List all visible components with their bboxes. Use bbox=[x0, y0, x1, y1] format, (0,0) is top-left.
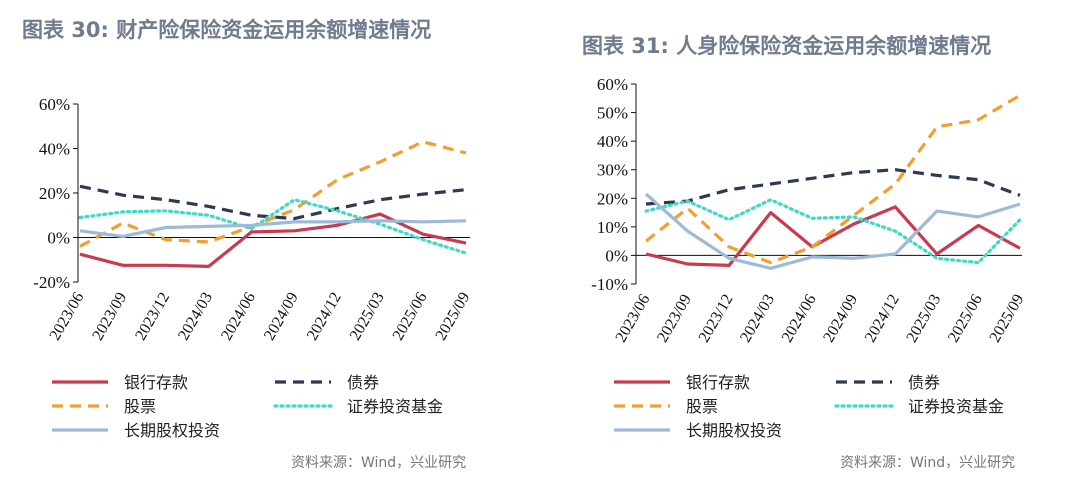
x-tick-label: 2023/12 bbox=[696, 292, 737, 346]
x-tick-label: 2025/06 bbox=[945, 292, 986, 346]
x-tick-label: 2024/06 bbox=[779, 292, 820, 346]
y-tick-label: 60% bbox=[597, 75, 628, 94]
series-line bbox=[645, 168, 1021, 206]
x-tick-label: 2025/03 bbox=[347, 290, 388, 344]
legend-label: 长期股权投资 bbox=[124, 421, 220, 440]
series-line bbox=[79, 140, 467, 248]
legend-label: 债券 bbox=[908, 373, 940, 392]
legend-label: 银行存款 bbox=[124, 373, 188, 392]
growth-line-chart: -10%0%10%20%30%40%50%60%2023/06 2023/09 20… bbox=[591, 75, 1028, 440]
source-note: 资料来源：Wind，兴业研究 bbox=[840, 455, 1016, 471]
series-line bbox=[79, 212, 467, 268]
figure-title: 图表 31: 人身险保险资金运用余额增速情况 bbox=[582, 34, 992, 58]
series-line bbox=[79, 219, 467, 238]
x-tick-label: 2024/03 bbox=[175, 290, 216, 344]
y-tick-label: 20% bbox=[597, 189, 628, 208]
legend-label: 债券 bbox=[347, 373, 379, 392]
figure-31: 图表 31: 人身险保险资金运用余额增速情况 -10% 0% 10% 20% 30% 40… bbox=[560, 0, 1080, 477]
x-tick-label: 2024/09 bbox=[820, 292, 861, 346]
growth-line-chart: -20%0%20%40%60%2023/06 2023/09 2023/12 2024… bbox=[33, 95, 474, 440]
y-tick-label: 0% bbox=[47, 229, 70, 248]
series-line bbox=[645, 94, 1021, 265]
x-tick-label: 2024/06 bbox=[218, 290, 259, 344]
x-tick-label: 2025/09 bbox=[433, 290, 474, 344]
legend-label: 证券投资基金 bbox=[347, 397, 443, 416]
x-tick-label: 2025/03 bbox=[903, 292, 944, 346]
y-tick-label: 0% bbox=[605, 246, 628, 265]
figure-30: 图表 30: 财产险保险资金运用余额增速情况 -20% 0% 20% 40% 60% 20… bbox=[22, 18, 474, 471]
legend-label: 银行存款 bbox=[686, 373, 750, 392]
series-line bbox=[645, 205, 1021, 267]
x-tick-label: 2023/06 bbox=[613, 292, 654, 346]
y-tick-label: 30% bbox=[597, 161, 628, 180]
x-tick-label: 2024/12 bbox=[862, 292, 903, 346]
y-tick-label: -20% bbox=[33, 273, 70, 292]
y-tick-label: 20% bbox=[39, 184, 70, 203]
series-line bbox=[78, 198, 468, 255]
x-tick-label: 2024/09 bbox=[261, 290, 302, 344]
x-tick-label: 2024/12 bbox=[304, 290, 345, 344]
x-tick-label: 2023/09 bbox=[654, 292, 695, 346]
series-line bbox=[644, 198, 1022, 265]
y-tick-label: 40% bbox=[597, 132, 628, 151]
x-tick-label: 2023/12 bbox=[132, 290, 173, 344]
y-tick-label: 50% bbox=[597, 104, 628, 123]
y-tick-label: 40% bbox=[39, 140, 70, 159]
x-tick-label: 2025/09 bbox=[987, 292, 1028, 346]
legend-label: 股票 bbox=[124, 397, 156, 416]
y-tick-label: -10% bbox=[591, 275, 628, 294]
series-line bbox=[644, 192, 1021, 270]
series-line bbox=[79, 184, 467, 221]
legend-label: 股票 bbox=[686, 397, 718, 416]
x-tick-label: 2023/06 bbox=[47, 290, 88, 344]
source-note: 资料来源：Wind，兴业研究 bbox=[291, 455, 467, 471]
y-tick-label: 10% bbox=[597, 218, 628, 237]
figure-title: 图表 30: 财产险保险资金运用余额增速情况 bbox=[22, 18, 432, 42]
x-tick-label: 2025/06 bbox=[390, 290, 431, 344]
y-tick-label: 60% bbox=[39, 95, 70, 114]
legend-label: 证券投资基金 bbox=[908, 397, 1004, 416]
legend-label: 长期股权投资 bbox=[686, 421, 782, 440]
x-tick-label: 2024/03 bbox=[737, 292, 778, 346]
x-tick-label: 2023/09 bbox=[89, 290, 130, 344]
